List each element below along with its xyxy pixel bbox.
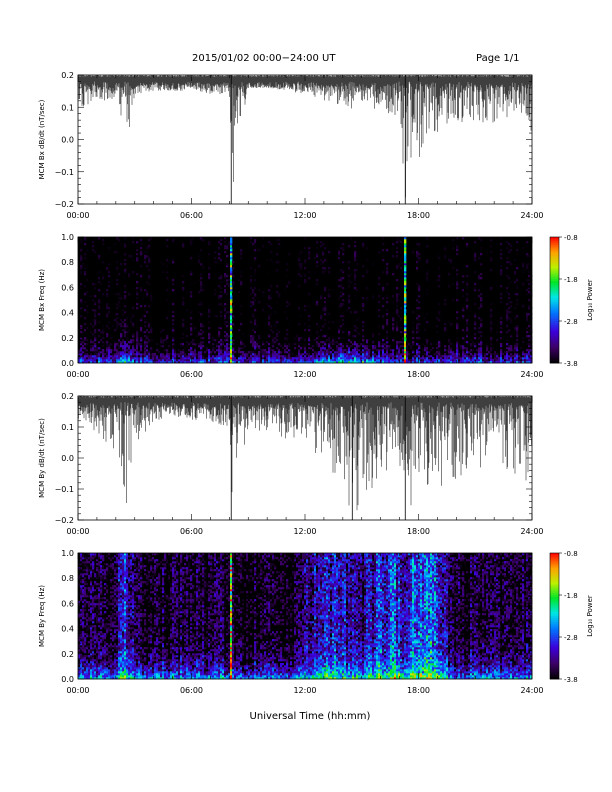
y-axis-label: MCM Bx dB/dt (nT/sec) bbox=[38, 99, 46, 179]
x-tick-label: 00:00 bbox=[66, 686, 89, 695]
y-tick-label: −0.2 bbox=[55, 200, 74, 209]
colorbar-2: -0.8 -1.8 -2.8 -3.8 Log₁₀ Power bbox=[549, 234, 594, 368]
x-tick-label: 06:00 bbox=[180, 686, 203, 695]
dbdt-series bbox=[77, 75, 533, 198]
colorbar-4: -0.8 -1.8 -2.8 -3.8 Log₁₀ Power bbox=[549, 550, 594, 684]
x-tick-label: 24:00 bbox=[520, 370, 543, 379]
axes-panel-3: 00:00 06:00 12:00 18:00 24:00 0.2 0.1 0.0 −0.1 −0… bbox=[38, 392, 544, 536]
x-tick-label: 00:00 bbox=[66, 527, 89, 536]
x-tick-label: 18:00 bbox=[407, 370, 430, 379]
spectrogram-2 bbox=[78, 237, 533, 364]
x-tick-label: 18:00 bbox=[407, 527, 430, 536]
y-tick-label: 0.8 bbox=[61, 258, 74, 267]
x-tick-label: 06:00 bbox=[180, 211, 203, 220]
x-tick-label: 06:00 bbox=[180, 527, 203, 536]
spectrogram-4 bbox=[78, 553, 533, 680]
y-tick-label: 1.0 bbox=[61, 233, 74, 242]
x-tick-label: 12:00 bbox=[293, 686, 316, 695]
x-tick-label: 12:00 bbox=[293, 527, 316, 536]
y-axis-label: MCM Bx Freq (Hz) bbox=[38, 269, 46, 331]
y-tick-label: 0.1 bbox=[61, 103, 74, 112]
colorbar-tick-label: -0.8 bbox=[564, 550, 578, 558]
y-tick-label: −0.2 bbox=[55, 516, 74, 525]
y-axis-label: MCM By Freq (Hz) bbox=[38, 585, 46, 647]
x-axis-title: Universal Time (hh:mm) bbox=[249, 711, 371, 722]
colorbar-tick-label: -3.8 bbox=[564, 360, 578, 368]
dbdt-series bbox=[77, 396, 533, 511]
y-tick-label: 0.4 bbox=[61, 625, 74, 634]
y-tick-label: 0.6 bbox=[61, 283, 74, 292]
y-tick-label: 1.0 bbox=[61, 549, 74, 558]
colorbar-tick-label: -1.8 bbox=[564, 276, 578, 284]
colorbar-tick-label: -3.8 bbox=[564, 676, 578, 684]
y-tick-label: 0.8 bbox=[61, 574, 74, 583]
y-tick-label: 0.0 bbox=[61, 454, 74, 463]
y-tick-label: −0.1 bbox=[55, 168, 74, 177]
dbdt-trace-1 bbox=[77, 75, 533, 204]
dbdt-trace-3 bbox=[77, 396, 533, 520]
x-tick-label: 24:00 bbox=[520, 211, 543, 220]
colorbar-tick-label: -0.8 bbox=[564, 234, 578, 242]
colorbar-tick-label: -2.8 bbox=[564, 318, 578, 326]
x-tick-label: 00:00 bbox=[66, 370, 89, 379]
colorbar-tick-label: -2.8 bbox=[564, 634, 578, 642]
y-tick-label: 0.0 bbox=[61, 675, 74, 684]
colorbar-label: Log₁₀ Power bbox=[586, 279, 594, 321]
y-tick-label: 0.6 bbox=[61, 599, 74, 608]
y-tick-label: 0.0 bbox=[61, 359, 74, 368]
y-tick-label: 0.2 bbox=[61, 71, 74, 80]
x-tick-label: 24:00 bbox=[520, 527, 543, 536]
x-tick-label: 00:00 bbox=[66, 211, 89, 220]
page-indicator: Page 1/1 bbox=[476, 53, 520, 64]
plot-frame bbox=[77, 74, 533, 205]
x-tick-label: 18:00 bbox=[407, 686, 430, 695]
y-tick-label: 0.2 bbox=[61, 650, 74, 659]
y-tick-label: 0.2 bbox=[61, 334, 74, 343]
colorbar-label: Log₁₀ Power bbox=[586, 595, 594, 637]
y-tick-label: −0.1 bbox=[55, 485, 74, 494]
plot-title: 2015/01/02 00:00−24:00 UT bbox=[192, 53, 336, 64]
y-tick-label: 0.1 bbox=[61, 423, 74, 432]
axes-panel-2: 00:00 06:00 12:00 18:00 24:00 1.0 0.8 0.6 0.4 0.2… bbox=[38, 233, 544, 379]
y-tick-label: 0.0 bbox=[61, 136, 74, 145]
x-tick-label: 24:00 bbox=[520, 686, 543, 695]
x-tick-label: 06:00 bbox=[180, 370, 203, 379]
axes-panel-1: 00:00 06:00 12:00 18:00 24:00 0.2 0.1 0.0 −0.1 −0… bbox=[38, 71, 544, 220]
x-tick-label: 18:00 bbox=[407, 211, 430, 220]
x-tick-label: 12:00 bbox=[293, 211, 316, 220]
axes-panel-4: 00:00 06:00 12:00 18:00 24:00 1.0 0.8 0.6 0.4 0.2… bbox=[38, 549, 544, 695]
colorbar-tick-label: -1.8 bbox=[564, 592, 578, 600]
y-tick-label: 0.2 bbox=[61, 392, 74, 401]
y-axis-label: MCM By dB/dt (nT/sec) bbox=[38, 418, 46, 498]
x-tick-label: 12:00 bbox=[293, 370, 316, 379]
y-tick-label: 0.4 bbox=[61, 309, 74, 318]
